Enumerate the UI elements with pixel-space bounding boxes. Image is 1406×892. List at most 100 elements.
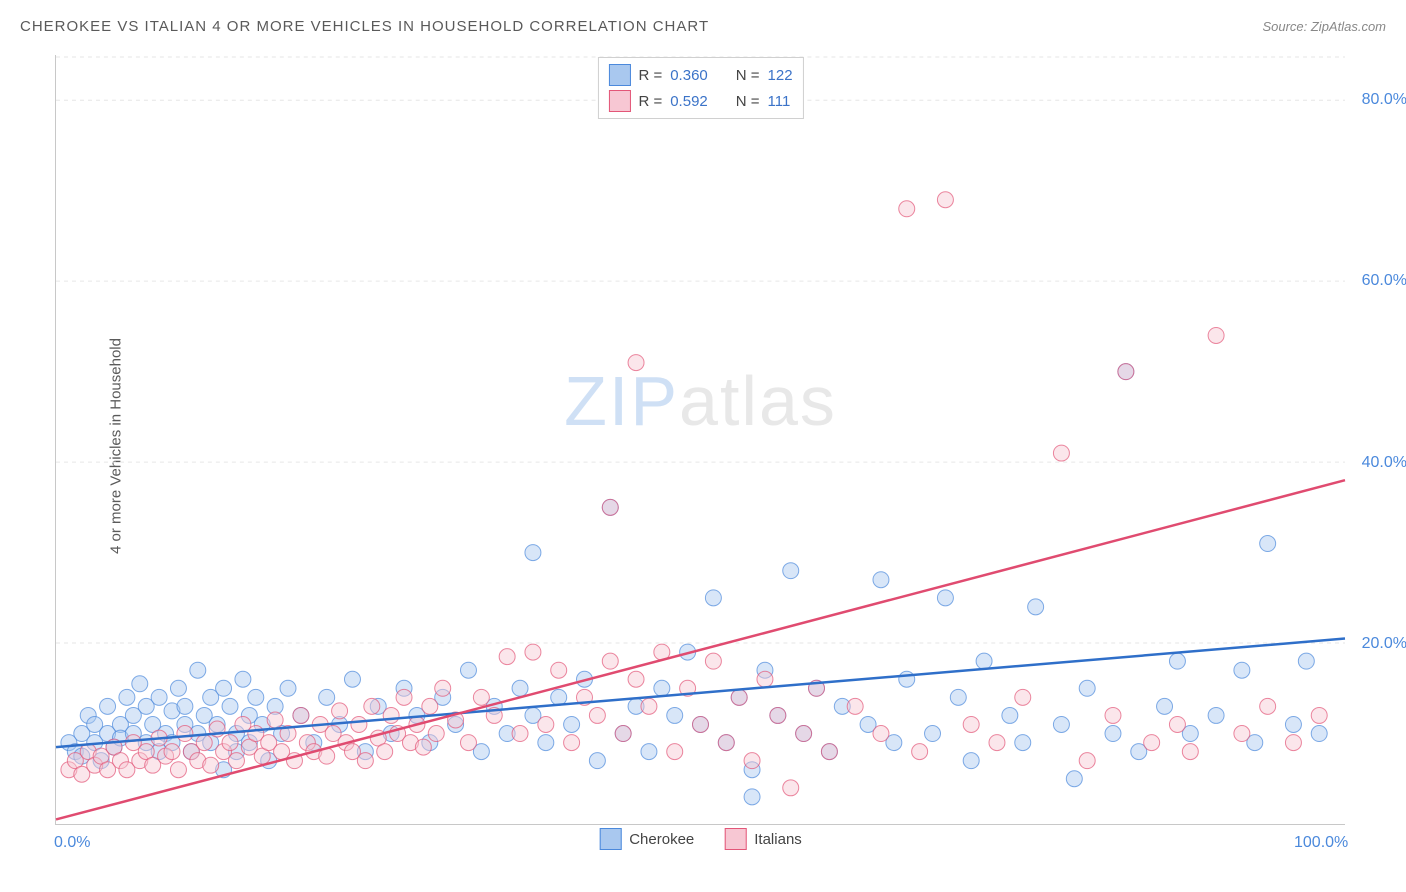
data-point — [989, 735, 1005, 751]
data-point — [415, 739, 431, 755]
data-point — [1079, 753, 1095, 769]
data-point — [641, 744, 657, 760]
data-point — [248, 689, 264, 705]
data-point — [1144, 735, 1160, 751]
n-label: N = — [736, 67, 760, 84]
plot-area: ZIPatlas R = 0.360 N = 122 R = 0.592 N =… — [55, 55, 1345, 825]
data-point — [460, 662, 476, 678]
data-point — [164, 744, 180, 760]
n-value-italians: 111 — [768, 93, 791, 110]
data-point — [351, 716, 367, 732]
data-point — [589, 707, 605, 723]
data-point — [899, 671, 915, 687]
data-point — [757, 671, 773, 687]
data-point — [177, 698, 193, 714]
data-point — [1311, 707, 1327, 723]
data-point — [1015, 735, 1031, 751]
data-point — [357, 753, 373, 769]
x-tick-label: 0.0% — [54, 834, 90, 852]
data-point — [783, 563, 799, 579]
source-label: Source: ZipAtlas.com — [1262, 19, 1386, 34]
data-point — [119, 689, 135, 705]
data-point — [564, 735, 580, 751]
data-point — [602, 499, 618, 515]
plot-svg — [56, 55, 1345, 824]
r-label: R = — [638, 67, 662, 84]
y-tick-label: 60.0% — [1362, 272, 1406, 290]
data-point — [1169, 653, 1185, 669]
data-point — [963, 716, 979, 732]
data-point — [1260, 698, 1276, 714]
chart-title: CHEROKEE VS ITALIAN 4 OR MORE VEHICLES I… — [20, 18, 709, 35]
data-point — [873, 726, 889, 742]
data-point — [428, 726, 444, 742]
r-value-italians: 0.592 — [670, 93, 708, 110]
x-tick-label: 100.0% — [1294, 834, 1348, 852]
data-point — [731, 689, 747, 705]
data-point — [222, 698, 238, 714]
data-point — [976, 653, 992, 669]
data-point — [1169, 716, 1185, 732]
data-point — [1066, 771, 1082, 787]
data-point — [216, 680, 232, 696]
n-label-2: N = — [736, 93, 760, 110]
data-point — [925, 726, 941, 742]
data-point — [377, 744, 393, 760]
data-point — [667, 744, 683, 760]
data-point — [280, 680, 296, 696]
legend-item-italians: Italians — [724, 828, 802, 850]
data-point — [364, 698, 380, 714]
data-point — [512, 726, 528, 742]
data-point — [950, 689, 966, 705]
data-point — [667, 707, 683, 723]
data-point — [589, 753, 605, 769]
data-point — [705, 590, 721, 606]
y-tick-label: 20.0% — [1362, 635, 1406, 653]
y-tick-label: 80.0% — [1362, 91, 1406, 109]
data-point — [332, 703, 348, 719]
data-point — [693, 716, 709, 732]
data-point — [190, 662, 206, 678]
data-point — [602, 653, 618, 669]
trend-line — [56, 480, 1345, 819]
legend-label-cherokee: Cherokee — [629, 831, 694, 848]
data-point — [460, 735, 476, 751]
data-point — [383, 707, 399, 723]
data-point — [937, 590, 953, 606]
data-point — [1208, 707, 1224, 723]
data-point — [705, 653, 721, 669]
data-point — [564, 716, 580, 732]
data-point — [1118, 364, 1134, 380]
data-point — [641, 698, 657, 714]
data-point — [821, 744, 837, 760]
data-point — [1260, 536, 1276, 552]
data-point — [473, 689, 489, 705]
data-point — [1105, 726, 1121, 742]
data-point — [1105, 707, 1121, 723]
data-point — [551, 662, 567, 678]
data-point — [1182, 744, 1198, 760]
legend-label-italians: Italians — [754, 831, 802, 848]
data-point — [551, 689, 567, 705]
data-point — [100, 698, 116, 714]
data-point — [912, 744, 928, 760]
data-point — [1298, 653, 1314, 669]
data-point — [628, 355, 644, 371]
data-point — [267, 712, 283, 728]
data-point — [783, 780, 799, 796]
data-point — [422, 698, 438, 714]
data-point — [1157, 698, 1173, 714]
legend-series: Cherokee Italians — [599, 828, 802, 850]
data-point — [222, 735, 238, 751]
data-point — [1002, 707, 1018, 723]
swatch-cherokee-bottom — [599, 828, 621, 850]
data-point — [293, 707, 309, 723]
data-point — [228, 753, 244, 769]
data-point — [538, 716, 554, 732]
data-point — [654, 680, 670, 696]
data-point — [235, 671, 251, 687]
data-point — [170, 762, 186, 778]
swatch-italians — [608, 90, 630, 112]
legend-correlation: R = 0.360 N = 122 R = 0.592 N = 111 — [597, 57, 803, 119]
data-point — [525, 644, 541, 660]
